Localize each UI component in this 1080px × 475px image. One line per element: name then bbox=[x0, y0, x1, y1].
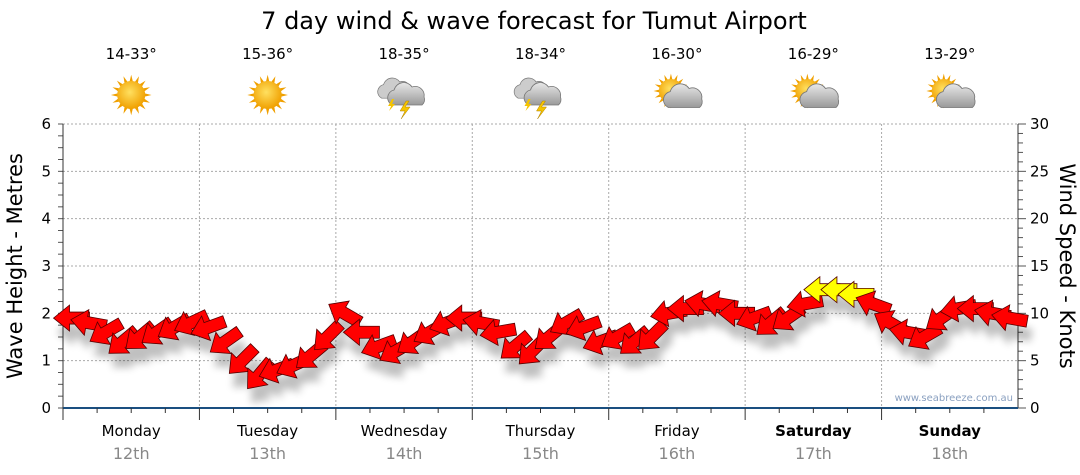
day-label: Thursday bbox=[505, 422, 576, 440]
left-tick-label: 2 bbox=[41, 304, 51, 322]
left-tick-label: 1 bbox=[41, 352, 51, 370]
wind-arrow bbox=[736, 305, 774, 332]
sun-disc bbox=[117, 81, 146, 109]
wind-arrow bbox=[209, 325, 244, 354]
lightning-bolt bbox=[388, 99, 396, 111]
wind-arrow bbox=[837, 280, 875, 309]
temperature-label: 14-33° bbox=[106, 45, 157, 63]
right-tick-label: 15 bbox=[1030, 257, 1049, 275]
sun-ray bbox=[280, 93, 288, 97]
sun-ray bbox=[669, 73, 673, 81]
temperature-label: 15-36° bbox=[242, 45, 293, 63]
cloud-shape bbox=[935, 83, 976, 108]
left-tick-label: 5 bbox=[41, 162, 51, 180]
right-tick-label: 0 bbox=[1030, 399, 1040, 417]
sun-ray bbox=[247, 93, 256, 97]
wind-arrow bbox=[342, 318, 380, 347]
wind-arrow bbox=[89, 317, 125, 346]
sun-ray bbox=[805, 73, 809, 81]
sun-ray bbox=[265, 107, 270, 116]
thunderstorm-icon bbox=[377, 77, 425, 120]
date-label: 18th bbox=[931, 444, 968, 463]
wind-arrow bbox=[549, 308, 586, 336]
lightning-bolt bbox=[536, 100, 547, 120]
date-label: 13th bbox=[249, 444, 286, 463]
day-label: Monday bbox=[102, 422, 161, 440]
left-tick-label: 0 bbox=[41, 399, 51, 417]
sun-ray bbox=[129, 74, 134, 83]
chart-title: 7 day wind & wave forecast for Tumut Air… bbox=[261, 7, 807, 35]
sun-ray bbox=[143, 93, 152, 97]
wind-arrow bbox=[314, 319, 345, 351]
left-axis-label: Wave Height - Metres bbox=[3, 153, 27, 379]
wind-arrow bbox=[638, 319, 669, 351]
date-label: 14th bbox=[386, 444, 423, 463]
left-tick-label: 4 bbox=[41, 210, 51, 228]
left-tick-label: 3 bbox=[41, 257, 51, 275]
day-label: Tuesday bbox=[236, 422, 298, 440]
date-label: 16th bbox=[659, 444, 696, 463]
partly-cloudy-icon bbox=[789, 73, 840, 109]
partly-cloudy-icon bbox=[653, 73, 703, 109]
thunderstorm-icon bbox=[513, 77, 562, 120]
cloud bbox=[935, 83, 976, 108]
date-label: 12th bbox=[113, 444, 150, 463]
sunny-icon bbox=[110, 74, 152, 116]
right-tick-label: 5 bbox=[1030, 352, 1040, 370]
sunny-icon bbox=[247, 74, 288, 116]
day-label: Saturday bbox=[775, 422, 852, 440]
right-tick-label: 25 bbox=[1030, 162, 1049, 180]
temperature-label: 18-34° bbox=[515, 45, 566, 63]
temperature-label: 18-35° bbox=[379, 45, 430, 63]
left-tick-label: 6 bbox=[41, 115, 51, 133]
date-label: 15th bbox=[522, 444, 559, 463]
temperature-label: 16-29° bbox=[788, 45, 839, 63]
right-axis-label: Wind Speed - Knots bbox=[1055, 163, 1079, 368]
temperature-label: 16-30° bbox=[651, 45, 702, 63]
sun-ray bbox=[789, 89, 797, 93]
wind-arrow bbox=[717, 299, 756, 328]
sun-ray bbox=[942, 73, 946, 81]
sun-ray bbox=[653, 89, 661, 93]
cloud-shape bbox=[663, 83, 703, 108]
wind-arrow bbox=[500, 329, 534, 359]
sun-ray bbox=[926, 89, 934, 93]
wind-arrow bbox=[565, 315, 603, 342]
wind-arrow bbox=[360, 334, 398, 361]
cloud-shape bbox=[387, 82, 425, 106]
right-tick-label: 20 bbox=[1030, 210, 1049, 228]
sun-ray bbox=[129, 107, 134, 116]
right-tick-label: 10 bbox=[1030, 304, 1049, 322]
cloud bbox=[523, 82, 562, 106]
wind-arrow bbox=[190, 315, 228, 342]
sun-disc bbox=[253, 81, 282, 109]
date-label: 17th bbox=[795, 444, 832, 463]
sun-ray bbox=[110, 93, 119, 97]
wind-arrow bbox=[174, 309, 211, 337]
partly-cloudy-icon bbox=[926, 73, 976, 109]
wind-arrow bbox=[328, 300, 364, 329]
right-tick-label: 30 bbox=[1030, 115, 1049, 133]
wind-arrow bbox=[228, 343, 260, 374]
wind-arrow bbox=[855, 290, 893, 317]
lightning-bolt bbox=[524, 99, 532, 111]
day-label: Wednesday bbox=[361, 422, 448, 440]
cloud-shape bbox=[799, 83, 840, 108]
cloud-shape bbox=[523, 82, 562, 106]
watermark: www.seabreeze.com.au bbox=[895, 393, 1013, 404]
cloud bbox=[387, 82, 425, 106]
day-label: Friday bbox=[654, 422, 700, 440]
lightning-bolt bbox=[399, 100, 411, 120]
sun-ray bbox=[265, 74, 270, 83]
wind-arrow bbox=[601, 322, 637, 350]
cloud bbox=[799, 83, 840, 108]
day-label: Sunday bbox=[919, 422, 982, 440]
cloud bbox=[663, 83, 703, 108]
temperature-label: 13-29° bbox=[924, 45, 975, 63]
wind-arrow bbox=[479, 318, 518, 347]
wind-arrow bbox=[991, 304, 1029, 332]
